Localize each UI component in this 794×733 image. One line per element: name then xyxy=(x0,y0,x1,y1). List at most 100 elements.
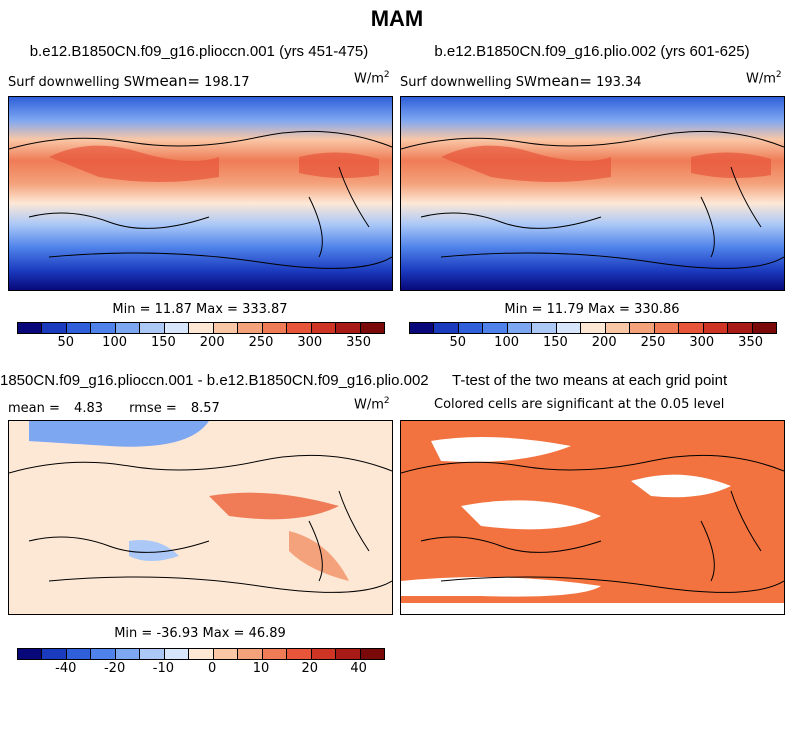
panel1-map-svg xyxy=(9,97,392,290)
panel3-units: W/m2 xyxy=(354,396,390,412)
panel1-min-value: 11.87 xyxy=(154,302,192,317)
panel1-min-label: Min = xyxy=(112,302,151,317)
panel2-asia-high xyxy=(441,145,611,182)
panel1-colorbar-swatch xyxy=(238,323,263,333)
panel3-colorbar-tick-label: -20 xyxy=(103,661,126,676)
panel3-colorbar-tick-label: -10 xyxy=(152,661,175,676)
panel2-min-label: Min = xyxy=(504,302,543,317)
panel2-colorbar-swatch xyxy=(605,323,631,333)
panel3-min-label: Min = xyxy=(114,626,153,641)
panel2-mean-value: 193.34 xyxy=(596,75,642,90)
panel3-colorbar-swatch xyxy=(115,649,141,659)
panel1-asia-high xyxy=(49,145,219,182)
panel3-field xyxy=(9,421,392,614)
panel1-colorbar xyxy=(17,322,385,334)
panel2-colorbar-swatch xyxy=(434,323,459,333)
panel1-coastlines xyxy=(9,130,392,269)
panel2-coastlines xyxy=(401,130,784,269)
panel3-rmse-label: rmse = xyxy=(129,401,177,416)
panel2-colorbar-swatch xyxy=(752,323,777,333)
panel2-max-value: 330.86 xyxy=(634,302,680,317)
panel2-min-value: 11.79 xyxy=(546,302,584,317)
panel4-insignificant-region-4 xyxy=(401,577,601,597)
panel3-colorbar-swatch xyxy=(140,649,165,659)
panel1-colorbar-swatch xyxy=(115,323,141,333)
panel2-map xyxy=(400,96,785,291)
panel1-colorbar-swatch xyxy=(140,323,165,333)
panel1-colorbar-swatch xyxy=(42,323,67,333)
panel1-colorbar-swatch xyxy=(336,323,361,333)
panel4-antarctic-band xyxy=(401,603,784,614)
panel1-colorbar-swatch xyxy=(262,323,288,333)
panel2-colorbar-tick-label: 250 xyxy=(640,335,666,350)
panel1-colorbar-swatch xyxy=(164,323,190,333)
panel3-colorbar-swatch xyxy=(360,649,385,659)
panel1-colorbar-tick-label: 50 xyxy=(57,335,75,350)
panel3-colorbar-tick-label: -40 xyxy=(55,661,77,676)
panel1-colorbar-tick-label: 100 xyxy=(102,335,128,350)
panel2-max-label: Max = xyxy=(588,302,630,317)
panel3-colorbar-swatch xyxy=(213,649,239,659)
panel1-atlantic-high xyxy=(299,152,379,179)
panel3-stats: mean = 4.83 rmse = 8.57 xyxy=(8,401,220,416)
panel2-colorbar-tick-label: 100 xyxy=(494,335,520,350)
panel1-colorbar-swatch xyxy=(311,323,337,333)
panel1-map xyxy=(8,96,393,291)
panel3-colorbar-swatch xyxy=(336,649,361,659)
panel3-units-exp: 2 xyxy=(383,396,390,406)
panel2-colorbar-swatch xyxy=(532,323,557,333)
panel3-min-value: -36.93 xyxy=(156,626,199,641)
panel1-colorbar-tick-label: 200 xyxy=(199,335,225,350)
panel3-title: 1850CN.f09_g16.plioccn.001 - b.e12.B1850… xyxy=(0,372,429,389)
panel1-minmax: Min = 11.87 Max = 333.87 xyxy=(10,302,390,317)
panel3-indian-low xyxy=(129,540,179,561)
panel1-units-base: W/m xyxy=(354,71,384,87)
panel3-north-low xyxy=(29,421,209,447)
panel1-colorbar-tick-label: 150 xyxy=(150,335,176,350)
panel2-colorbar-swatch xyxy=(410,323,435,333)
panel2-mean-label: mean= xyxy=(536,72,592,90)
panel3-colorbar-tick-label: 10 xyxy=(252,661,270,676)
panel2-field xyxy=(401,97,784,290)
panel1-colorbar-swatch xyxy=(91,323,116,333)
panel4-map xyxy=(400,420,785,615)
panel2-units-exp: 2 xyxy=(775,70,782,80)
panel1-mean-label: mean= xyxy=(144,72,200,90)
panel1-field xyxy=(9,97,392,290)
panel2-colorbar xyxy=(409,322,777,334)
panel4-coastlines xyxy=(401,454,784,593)
panel3-colorbar-swatch xyxy=(189,649,214,659)
panel2-colorbar-swatch xyxy=(458,323,484,333)
figure-title: MAM xyxy=(370,6,424,31)
panel2-colorbar-tick-label: 350 xyxy=(738,335,764,350)
panel2-colorbar-tick-label: 150 xyxy=(542,335,568,350)
panel3-colorbar-swatch xyxy=(66,649,92,659)
panel3-colorbar-swatch xyxy=(238,649,263,659)
panel2-colorbar-swatch xyxy=(703,323,729,333)
panel1-title: b.e12.B1850CN.f09_g16.plioccn.001 (yrs 4… xyxy=(29,43,369,60)
panel1-colorbar-swatch xyxy=(18,323,43,333)
panel2-colorbar-swatch xyxy=(556,323,582,333)
panel3-pacific-high xyxy=(209,492,339,520)
panel1-colorbar-tick-label: 250 xyxy=(248,335,274,350)
panel2-colorbar-swatch xyxy=(483,323,508,333)
panel2-colorbar-swatch xyxy=(679,323,704,333)
panel2-units-base: W/m xyxy=(746,71,776,87)
panel2-minmax: Min = 11.79 Max = 330.86 xyxy=(402,302,782,317)
panel1-units-exp: 2 xyxy=(383,70,390,80)
panel2-colorbar-swatch xyxy=(630,323,655,333)
panel3-colorbar-tick-label: 20 xyxy=(301,661,319,676)
panel3-coastlines xyxy=(9,454,392,593)
panel1-colorbar-swatch xyxy=(360,323,385,333)
panel3-colorbar xyxy=(17,648,385,660)
panel2-colorbar-tick-label: 50 xyxy=(449,335,467,350)
panel2-colorbar-swatch xyxy=(728,323,753,333)
panel2-colorbar-swatch xyxy=(507,323,533,333)
panel2-variable: Surf downwelling SWmean= 193.34 xyxy=(400,72,642,90)
panel4-subtitle: Colored cells are significant at the 0.0… xyxy=(434,397,725,412)
panel3-colorbar-swatch xyxy=(287,649,312,659)
panel1-units: W/m2 xyxy=(354,70,390,86)
panel4-insignificant-region-1 xyxy=(431,437,571,462)
panel3-south-america-high xyxy=(289,531,349,581)
panel1-variable: Surf downwelling SWmean= 198.17 xyxy=(8,72,250,90)
